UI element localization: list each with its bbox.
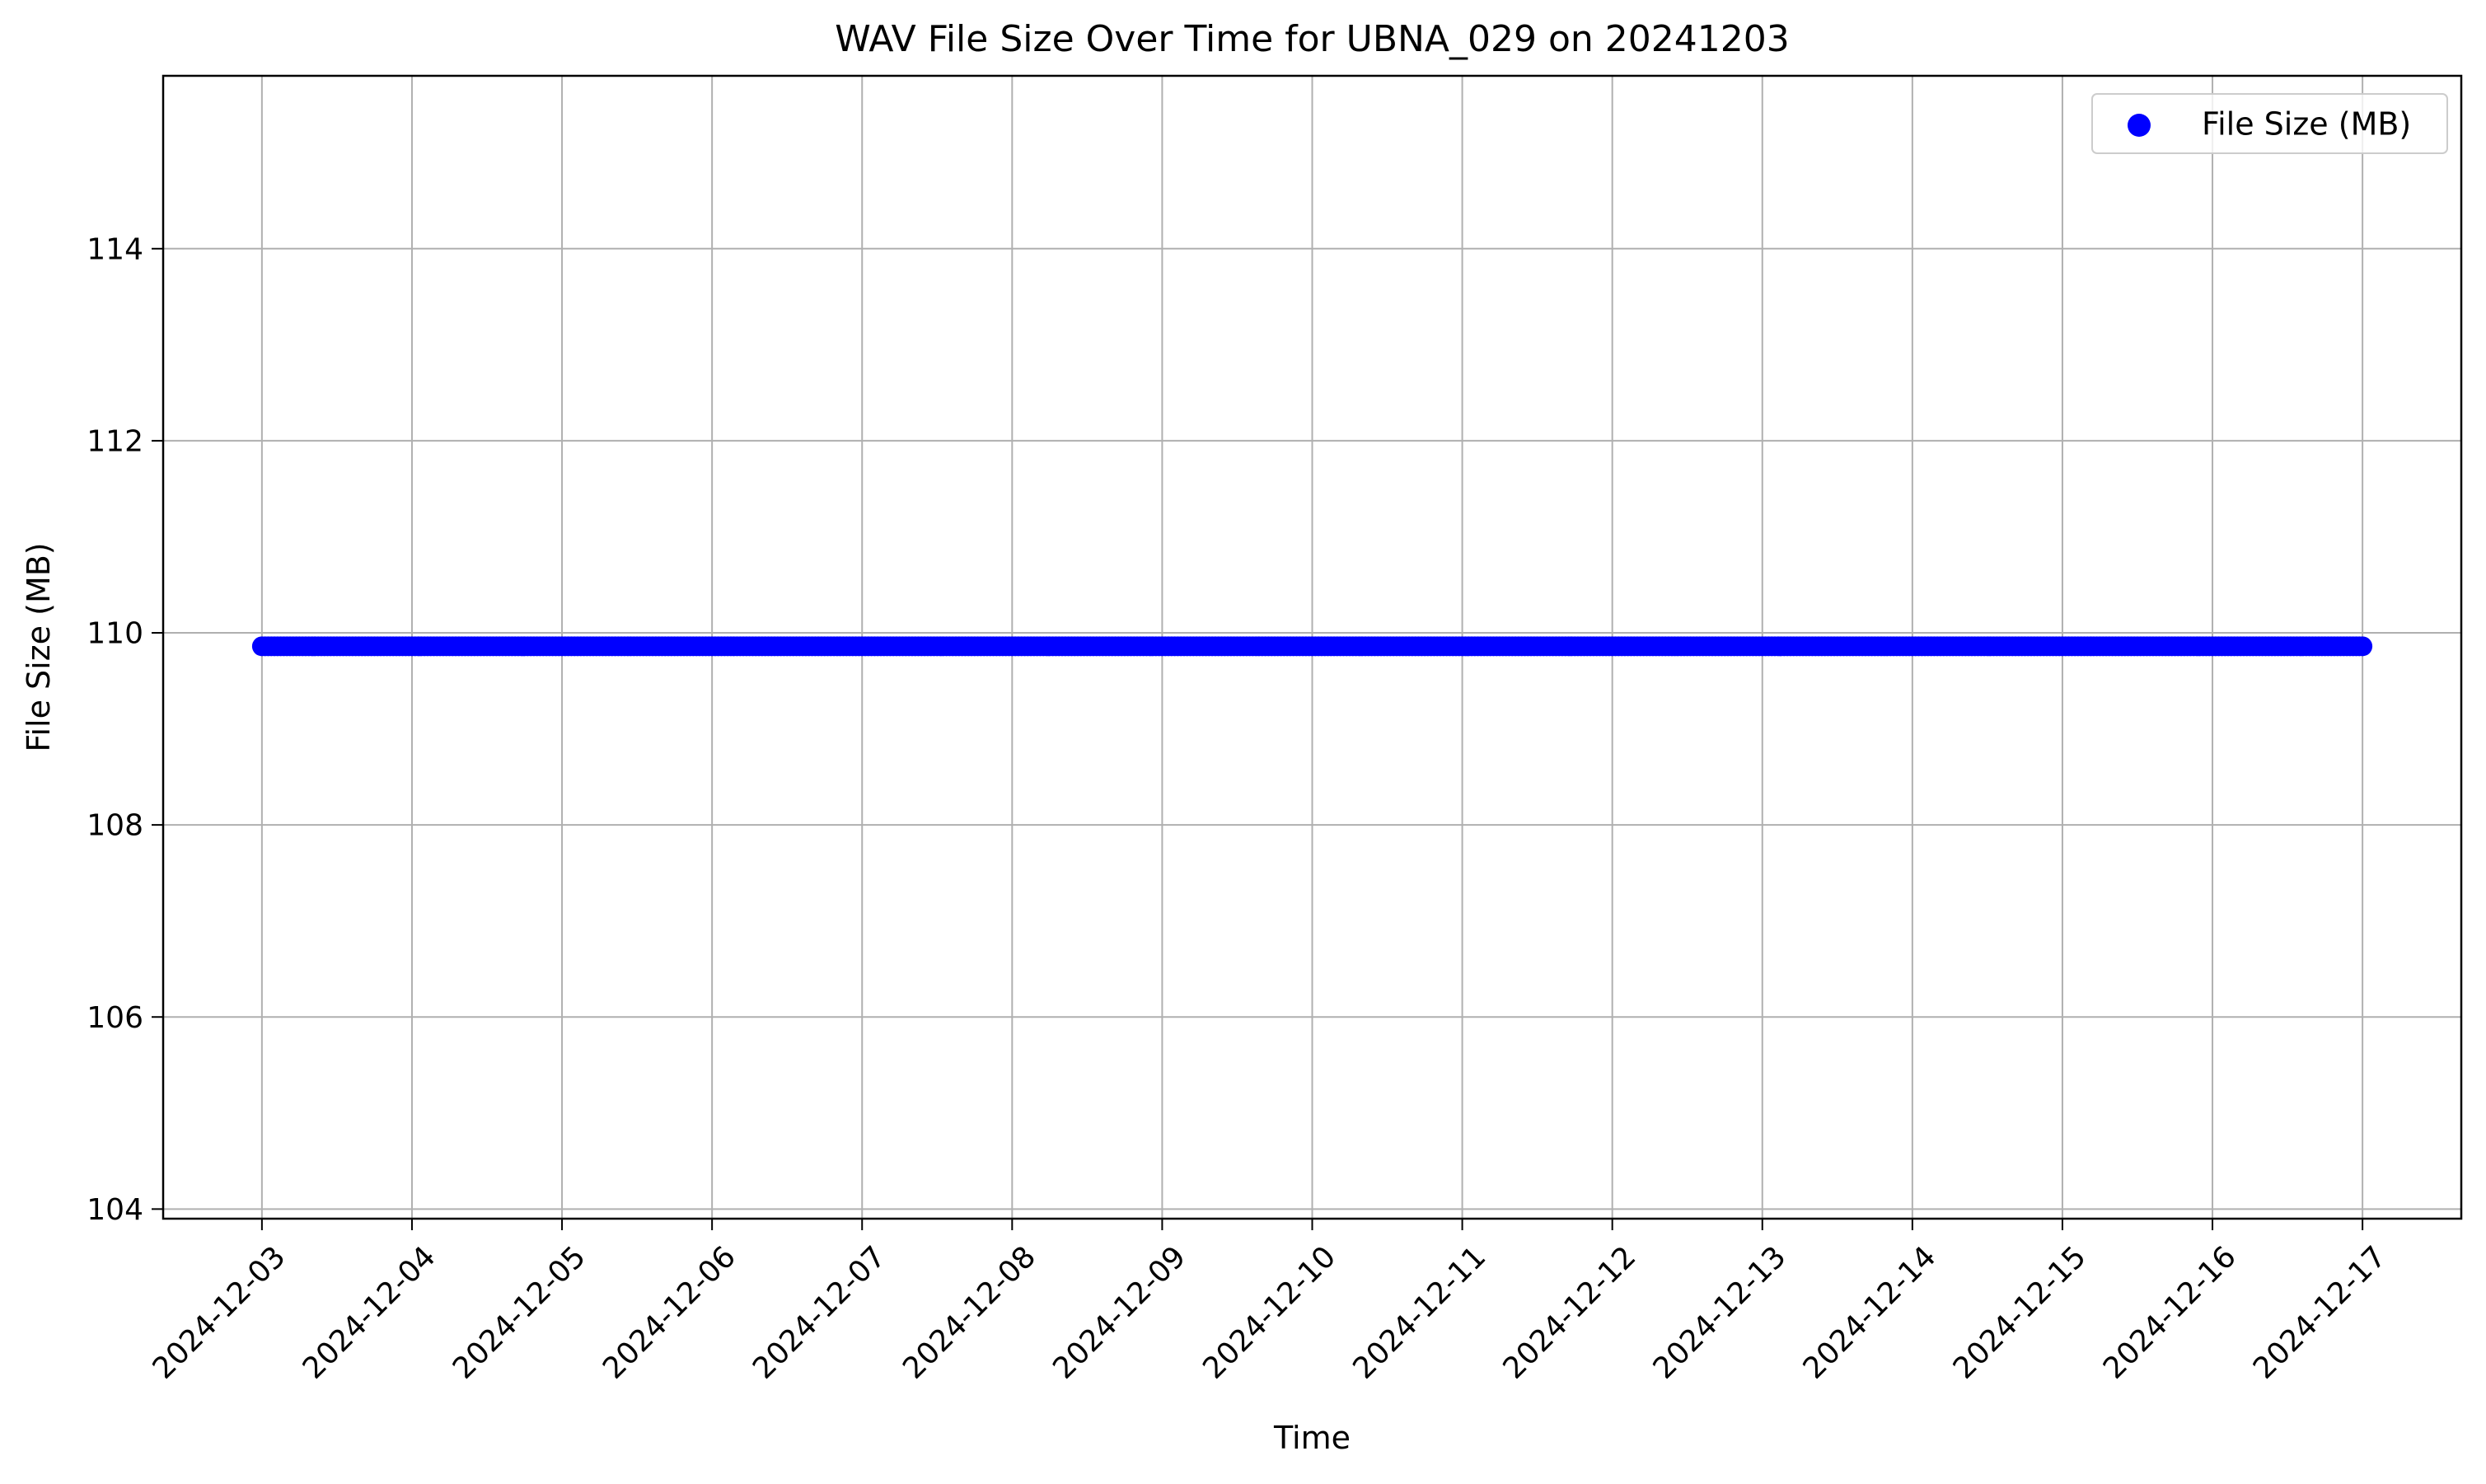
legend-label: File Size (MB) [2202, 105, 2411, 142]
y-tick-label: 108 [87, 809, 143, 843]
y-tick-label: 114 [87, 232, 143, 266]
data-point [2353, 636, 2373, 657]
x-axis-label: Time [1273, 1420, 1351, 1456]
y-tick-label: 104 [87, 1193, 143, 1227]
y-tick-label: 112 [87, 425, 143, 459]
legend-box [2091, 93, 2448, 154]
y-tick-label: 106 [87, 1001, 143, 1035]
data-points [251, 636, 2373, 657]
legend-marker [2128, 114, 2151, 137]
legend: File Size (MB) [2091, 93, 2448, 154]
y-axis-label: File Size (MB) [21, 542, 57, 751]
chart-title: WAV File Size Over Time for UBNA_029 on … [835, 18, 1789, 60]
y-tick-label: 110 [87, 617, 143, 651]
